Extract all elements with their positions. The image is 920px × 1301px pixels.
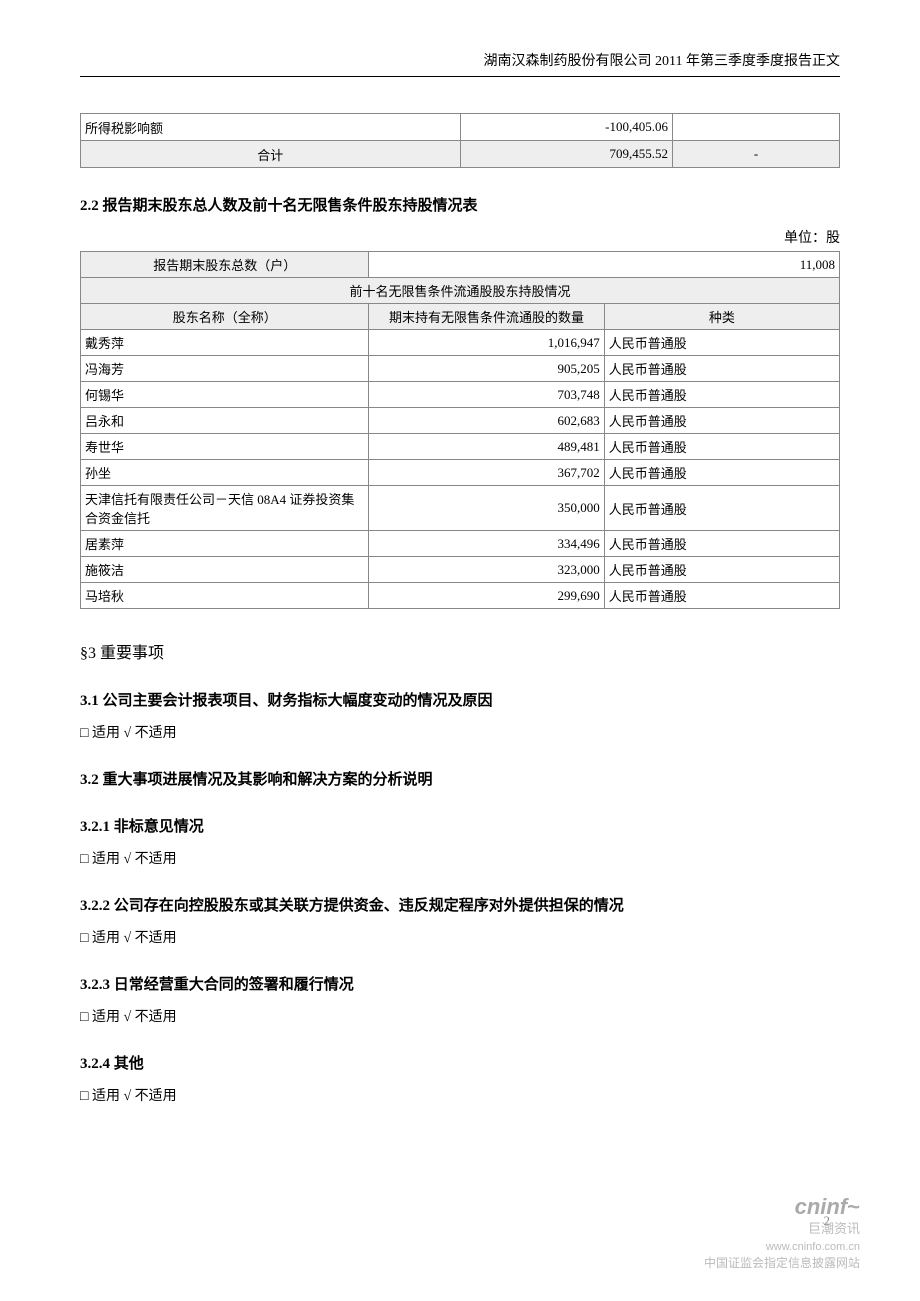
table-row: 何锡华703,748人民币普通股 bbox=[81, 382, 840, 408]
section-3-1-title: 3.1 公司主要会计报表项目、财务指标大幅度变动的情况及原因 bbox=[80, 689, 840, 710]
sh-name: 戴秀萍 bbox=[81, 330, 369, 356]
page-header: 湖南汉森制药股份有限公司 2011 年第三季度季度报告正文 bbox=[80, 50, 840, 77]
table-row: 天津信托有限责任公司－天信 08A4 证券投资集合资金信托350,000人民币普… bbox=[81, 486, 840, 531]
sh-name: 孙坐 bbox=[81, 460, 369, 486]
footer-cn: 巨潮资讯 bbox=[808, 1221, 860, 1236]
total-label: 合计 bbox=[81, 141, 461, 168]
shareholder-table: 报告期末股东总数（户） 11,008 前十名无限售条件流通股股东持股情况 股东名… bbox=[80, 251, 840, 609]
sh-name: 居素萍 bbox=[81, 531, 369, 557]
apply-line: □ 适用 √ 不适用 bbox=[80, 722, 840, 742]
sh-qty: 1,016,947 bbox=[369, 330, 604, 356]
top10-header-row: 前十名无限售条件流通股股东持股情况 bbox=[81, 278, 840, 304]
apply-line: □ 适用 √ 不适用 bbox=[80, 848, 840, 868]
table-row: 马培秋299,690人民币普通股 bbox=[81, 583, 840, 609]
total-value: 709,455.52 bbox=[460, 141, 673, 168]
top10-header: 前十名无限售条件流通股股东持股情况 bbox=[81, 278, 840, 304]
footer-brand: cninf bbox=[795, 1194, 848, 1219]
table-row: 吕永和602,683人民币普通股 bbox=[81, 408, 840, 434]
column-header-row: 股东名称（全称） 期末持有无限售条件流通股的数量 种类 bbox=[81, 304, 840, 330]
footer-logo: cninf~ 巨潮资讯 www.cninfo.com.cn 中国证监会指定信息披… bbox=[704, 1194, 860, 1271]
table-row: 居素萍334,496人民币普通股 bbox=[81, 531, 840, 557]
sh-name: 天津信托有限责任公司－天信 08A4 证券投资集合资金信托 bbox=[81, 486, 369, 531]
sh-qty: 334,496 bbox=[369, 531, 604, 557]
shareholder-total-label: 报告期末股东总数（户） bbox=[81, 252, 369, 278]
section-3-2-4-title: 3.2.4 其他 bbox=[80, 1052, 840, 1073]
sh-type: 人民币普通股 bbox=[604, 486, 839, 531]
sh-name: 寿世华 bbox=[81, 434, 369, 460]
footer-desc: 中国证监会指定信息披露网站 bbox=[704, 1256, 860, 1270]
footer-url: www.cninfo.com.cn bbox=[766, 1241, 860, 1253]
col-qty: 期末持有无限售条件流通股的数量 bbox=[369, 304, 604, 330]
sh-qty: 703,748 bbox=[369, 382, 604, 408]
shareholder-total-row: 报告期末股东总数（户） 11,008 bbox=[81, 252, 840, 278]
apply-line: □ 适用 √ 不适用 bbox=[80, 927, 840, 947]
section-3-title: §3 重要事项 bbox=[80, 639, 840, 663]
sh-qty: 350,000 bbox=[369, 486, 604, 531]
sh-type: 人民币普通股 bbox=[604, 531, 839, 557]
sh-name: 吕永和 bbox=[81, 408, 369, 434]
apply-line: □ 适用 √ 不适用 bbox=[80, 1006, 840, 1026]
sh-type: 人民币普通股 bbox=[604, 557, 839, 583]
apply-line: □ 适用 √ 不适用 bbox=[80, 1085, 840, 1105]
sh-name: 何锡华 bbox=[81, 382, 369, 408]
table-total-row: 合计 709,455.52 - bbox=[81, 141, 840, 168]
sh-qty: 367,702 bbox=[369, 460, 604, 486]
tax-label: 所得税影响额 bbox=[81, 114, 461, 141]
sh-type: 人民币普通股 bbox=[604, 382, 839, 408]
tax-value: -100,405.06 bbox=[460, 114, 673, 141]
total-note: - bbox=[673, 141, 840, 168]
sh-type: 人民币普通股 bbox=[604, 583, 839, 609]
sh-type: 人民币普通股 bbox=[604, 408, 839, 434]
sh-qty: 299,690 bbox=[369, 583, 604, 609]
section-2-2-title: 2.2 报告期末股东总人数及前十名无限售条件股东持股情况表 bbox=[80, 194, 840, 215]
sh-type: 人民币普通股 bbox=[604, 330, 839, 356]
unit-label: 单位：股 bbox=[80, 227, 840, 247]
sh-name: 冯海芳 bbox=[81, 356, 369, 382]
swirl-icon: ~ bbox=[847, 1194, 860, 1219]
sh-type: 人民币普通股 bbox=[604, 356, 839, 382]
tax-impact-table: 所得税影响额 -100,405.06 合计 709,455.52 - bbox=[80, 113, 840, 168]
tax-note bbox=[673, 114, 840, 141]
table-row: 冯海芳905,205人民币普通股 bbox=[81, 356, 840, 382]
sh-name: 马培秋 bbox=[81, 583, 369, 609]
sh-type: 人民币普通股 bbox=[604, 460, 839, 486]
table-row: 施筱洁323,000人民币普通股 bbox=[81, 557, 840, 583]
sh-qty: 602,683 bbox=[369, 408, 604, 434]
sh-qty: 489,481 bbox=[369, 434, 604, 460]
table-row: 孙坐367,702人民币普通股 bbox=[81, 460, 840, 486]
table-row: 所得税影响额 -100,405.06 bbox=[81, 114, 840, 141]
col-name: 股东名称（全称） bbox=[81, 304, 369, 330]
table-row: 戴秀萍1,016,947人民币普通股 bbox=[81, 330, 840, 356]
sh-qty: 323,000 bbox=[369, 557, 604, 583]
sh-qty: 905,205 bbox=[369, 356, 604, 382]
sh-name: 施筱洁 bbox=[81, 557, 369, 583]
table-row: 寿世华489,481人民币普通股 bbox=[81, 434, 840, 460]
sh-type: 人民币普通股 bbox=[604, 434, 839, 460]
shareholder-total-value: 11,008 bbox=[369, 252, 840, 278]
section-3-2-3-title: 3.2.3 日常经营重大合同的签署和履行情况 bbox=[80, 973, 840, 994]
section-3-2-title: 3.2 重大事项进展情况及其影响和解决方案的分析说明 bbox=[80, 768, 840, 789]
section-3-2-2-title: 3.2.2 公司存在向控股股东或其关联方提供资金、违反规定程序对外提供担保的情况 bbox=[80, 894, 840, 915]
col-type: 种类 bbox=[604, 304, 839, 330]
section-3-2-1-title: 3.2.1 非标意见情况 bbox=[80, 815, 840, 836]
